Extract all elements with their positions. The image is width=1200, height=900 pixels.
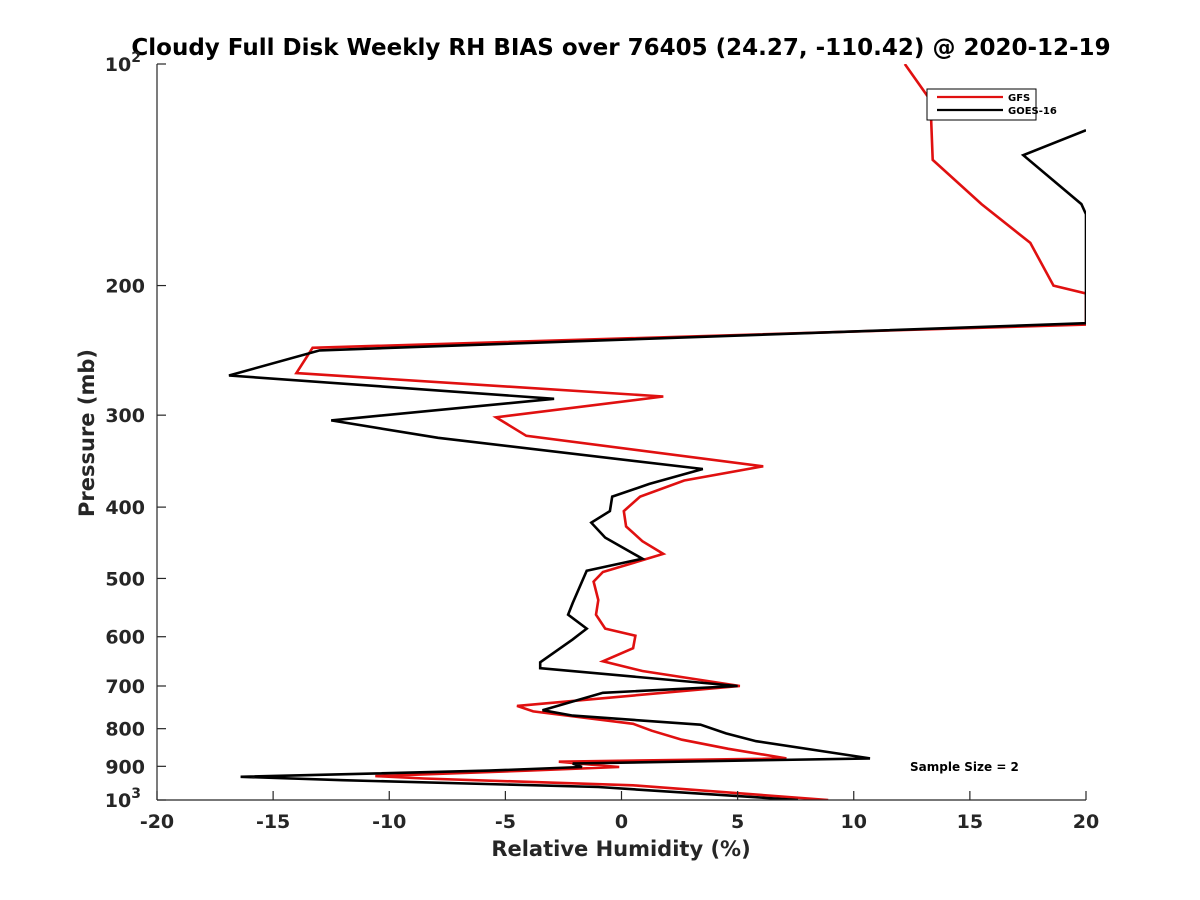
chart-title: Cloudy Full Disk Weekly RH BIAS over 764…: [131, 35, 1110, 61]
y-tick-label: 500: [105, 568, 145, 590]
legend-label-goes-16: GOES-16: [1008, 106, 1057, 117]
x-ticks: -20 -15 -10 -5 0 5 10 15 20: [140, 791, 1099, 833]
plot-area: [228, 64, 1086, 800]
x-tick-label: 5: [731, 811, 744, 833]
series-line-goes-16: [228, 128, 1086, 800]
y-tick-label: 103: [105, 786, 141, 812]
y-tick-label: 900: [105, 756, 145, 778]
x-tick-label: -5: [495, 811, 516, 833]
y-tick-label: 300: [105, 405, 145, 427]
legend-label-gfs: GFS: [1008, 93, 1030, 104]
y-tick-label: 200: [105, 276, 145, 298]
y-axis-label: Pressure (mb): [75, 349, 99, 517]
legend-box: [926, 88, 1037, 121]
legend: GFS GOES-16: [926, 88, 1057, 121]
y-ticks: 102 200 300 400 500 600 700 800 900 103: [105, 50, 166, 812]
x-tick-label: 20: [1073, 811, 1099, 833]
x-tick-label: 10: [841, 811, 867, 833]
y-tick-label: 600: [105, 627, 145, 649]
x-tick-label: 15: [957, 811, 983, 833]
y-tick-label: 102: [105, 50, 141, 76]
x-tick-label: -20: [140, 811, 174, 833]
sample-size-annotation: Sample Size = 2: [910, 760, 1019, 774]
y-tick-label: 800: [105, 719, 145, 741]
y-tick-label: 700: [105, 676, 145, 698]
x-tick-label: -15: [256, 811, 290, 833]
x-tick-label: -10: [372, 811, 406, 833]
x-tick-label: 0: [615, 811, 628, 833]
y-tick-label: 400: [105, 497, 145, 519]
x-axis-label: Relative Humidity (%): [491, 837, 750, 861]
